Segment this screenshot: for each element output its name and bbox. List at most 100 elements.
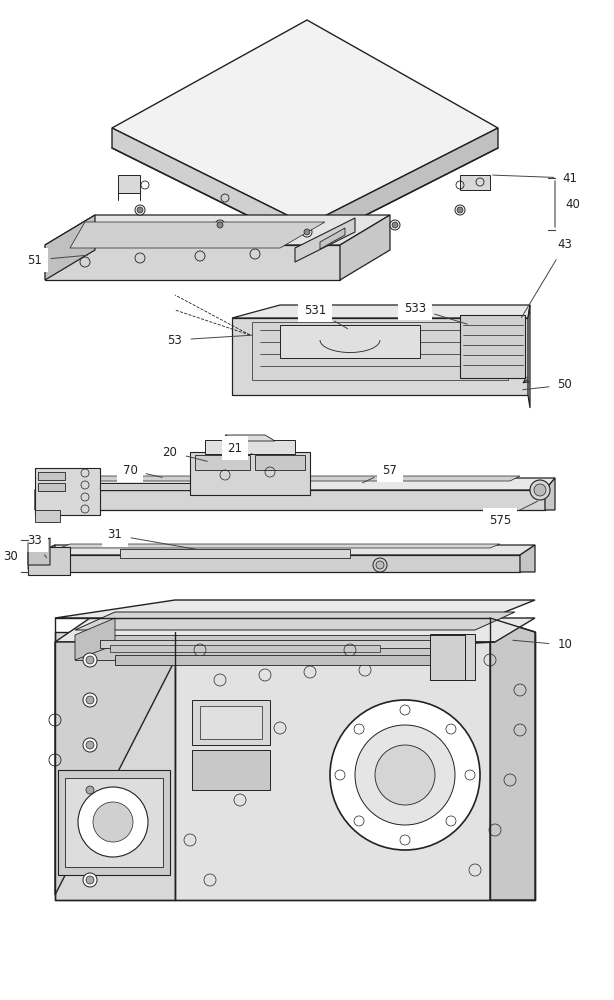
Polygon shape [100, 483, 190, 490]
Polygon shape [195, 455, 250, 470]
Text: 10: 10 [513, 639, 572, 652]
Polygon shape [70, 476, 520, 481]
Polygon shape [28, 547, 70, 575]
Circle shape [93, 802, 133, 842]
Polygon shape [70, 222, 325, 248]
Polygon shape [320, 228, 345, 249]
Polygon shape [430, 634, 475, 680]
Polygon shape [35, 510, 60, 522]
Polygon shape [307, 128, 498, 245]
Text: 53: 53 [168, 334, 252, 347]
Polygon shape [112, 128, 307, 245]
Polygon shape [115, 655, 430, 665]
Circle shape [457, 207, 463, 213]
Circle shape [455, 205, 465, 215]
Circle shape [390, 220, 400, 230]
Polygon shape [490, 618, 535, 900]
Circle shape [86, 696, 94, 704]
Polygon shape [460, 175, 490, 190]
Polygon shape [225, 435, 275, 441]
Polygon shape [55, 618, 535, 642]
Circle shape [137, 207, 143, 213]
Polygon shape [545, 478, 555, 510]
Text: 33: 33 [28, 534, 47, 558]
Polygon shape [295, 218, 355, 262]
Text: 531: 531 [304, 304, 348, 329]
Circle shape [330, 700, 480, 850]
Text: 575: 575 [489, 501, 537, 526]
Text: 40: 40 [565, 198, 580, 211]
Text: 70: 70 [123, 464, 162, 477]
Text: 533: 533 [404, 302, 467, 324]
Text: 20: 20 [163, 446, 208, 461]
Polygon shape [75, 635, 475, 660]
Polygon shape [100, 640, 450, 648]
Polygon shape [192, 750, 270, 790]
Circle shape [302, 227, 312, 237]
Text: 21: 21 [228, 442, 252, 454]
Polygon shape [460, 315, 525, 378]
Polygon shape [55, 600, 535, 618]
Polygon shape [528, 305, 530, 408]
Polygon shape [120, 549, 350, 558]
Text: 43: 43 [521, 238, 572, 318]
Polygon shape [55, 642, 495, 895]
Circle shape [86, 876, 94, 884]
Polygon shape [60, 544, 500, 548]
Circle shape [530, 480, 550, 500]
Polygon shape [200, 706, 262, 739]
Polygon shape [232, 318, 528, 395]
Polygon shape [430, 635, 465, 680]
Polygon shape [58, 770, 170, 875]
Circle shape [86, 741, 94, 749]
Circle shape [373, 558, 387, 572]
Text: 50: 50 [523, 378, 572, 391]
Polygon shape [110, 645, 380, 652]
Circle shape [83, 783, 97, 797]
Text: 31: 31 [107, 528, 197, 550]
Polygon shape [118, 175, 140, 193]
Circle shape [215, 220, 225, 230]
Circle shape [392, 222, 398, 228]
Circle shape [355, 725, 455, 825]
Polygon shape [520, 545, 535, 572]
Polygon shape [65, 778, 163, 867]
Polygon shape [28, 538, 50, 565]
Polygon shape [55, 632, 175, 900]
Text: 41: 41 [493, 172, 578, 184]
Polygon shape [75, 618, 115, 660]
Polygon shape [280, 325, 420, 358]
Circle shape [376, 561, 384, 569]
Circle shape [135, 205, 145, 215]
Polygon shape [255, 455, 305, 470]
Polygon shape [190, 452, 310, 495]
Circle shape [83, 653, 97, 667]
Polygon shape [75, 612, 515, 630]
Circle shape [83, 693, 97, 707]
Polygon shape [252, 322, 508, 380]
Polygon shape [35, 545, 55, 572]
Polygon shape [35, 478, 555, 490]
Polygon shape [112, 20, 498, 225]
Polygon shape [340, 215, 390, 280]
Polygon shape [192, 700, 270, 745]
Circle shape [83, 873, 97, 887]
Circle shape [78, 787, 148, 857]
Polygon shape [232, 305, 530, 318]
Circle shape [375, 745, 435, 805]
Circle shape [86, 836, 94, 844]
Polygon shape [35, 478, 60, 510]
Text: 57: 57 [362, 464, 397, 483]
Circle shape [304, 229, 310, 235]
Circle shape [86, 786, 94, 794]
Polygon shape [205, 440, 295, 454]
Polygon shape [45, 245, 340, 280]
Circle shape [217, 222, 223, 228]
Polygon shape [45, 215, 390, 245]
Circle shape [534, 484, 546, 496]
Polygon shape [35, 555, 520, 572]
Polygon shape [35, 545, 535, 555]
Polygon shape [35, 490, 545, 510]
Polygon shape [38, 472, 65, 480]
Text: 30: 30 [3, 550, 18, 562]
